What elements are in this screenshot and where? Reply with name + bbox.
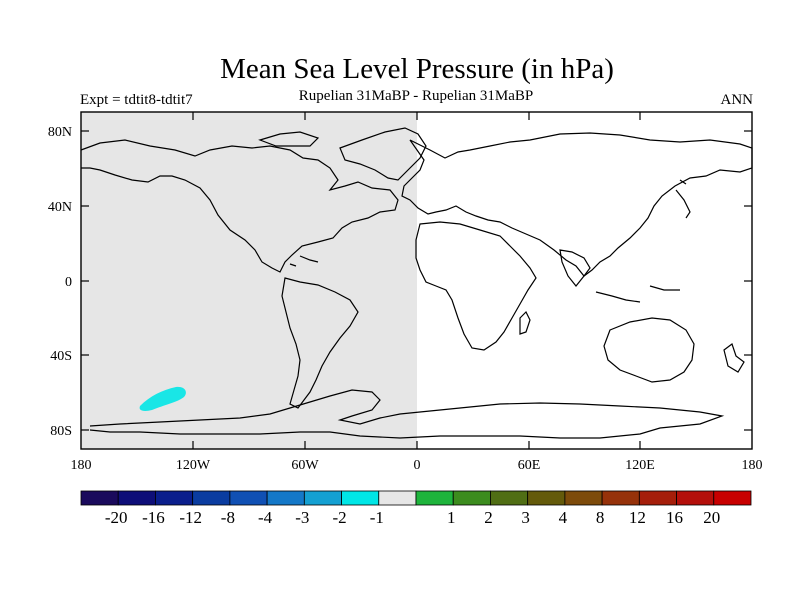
colorbar-box xyxy=(192,490,231,506)
lat-label-0: 0 xyxy=(65,275,72,290)
lat-label-80n: 80N xyxy=(48,125,72,140)
colorbar-box xyxy=(713,490,752,506)
colorbar-box xyxy=(378,490,417,506)
colorbar-label: -8 xyxy=(221,508,235,527)
colorbar-labels: -20 -16 -12 -8 -4 -3 -2 -1 1 2 3 4 8 12 16 20 xyxy=(105,508,720,527)
colorbar-box xyxy=(527,490,566,506)
colorbar-label: -16 xyxy=(142,508,165,527)
coast-new-zealand xyxy=(723,343,745,373)
lat-labels: 80N 40N 0 40S 80S xyxy=(48,125,72,439)
anomaly-patch xyxy=(139,386,186,411)
colorbar-label: -4 xyxy=(258,508,273,527)
colorbar-box xyxy=(80,490,119,506)
lat-label-40s: 40S xyxy=(50,349,72,364)
colorbar-label: 1 xyxy=(447,508,456,527)
colorbar-label: 12 xyxy=(629,508,646,527)
coast-south-america xyxy=(281,277,359,409)
colorbar-box xyxy=(490,490,529,506)
colorbar-label: -3 xyxy=(295,508,309,527)
coast-madagascar xyxy=(519,310,531,335)
colorbar-label: 8 xyxy=(596,508,605,527)
lon-label-60e: 60E xyxy=(518,458,541,473)
colorbar-box xyxy=(303,490,342,506)
colorbar-box xyxy=(638,490,677,506)
lat-tick-marks xyxy=(81,130,752,431)
colorbar-label: -20 xyxy=(105,508,128,527)
coast-australia xyxy=(603,317,695,383)
colorbar-box xyxy=(564,490,603,506)
colorbar-label: 16 xyxy=(666,508,683,527)
colorbar-box xyxy=(452,490,491,506)
neutral-shade-west xyxy=(81,112,417,449)
colorbar-box xyxy=(229,490,268,506)
colorbar-label: 20 xyxy=(703,508,720,527)
colorbar-label: 3 xyxy=(521,508,530,527)
coast-indonesia xyxy=(595,285,680,303)
coast-antarctica xyxy=(89,389,725,439)
colorbar-label: -1 xyxy=(370,508,384,527)
lat-label-40n: 40N xyxy=(48,200,72,215)
coast-eurasia xyxy=(401,132,753,277)
coast-arctic-islands xyxy=(258,131,320,147)
lon-label-180w: 180 xyxy=(71,458,92,473)
coast-japan xyxy=(675,179,691,219)
colorbar-box xyxy=(676,490,715,506)
lon-tick-marks xyxy=(192,112,641,449)
colorbar-label: 2 xyxy=(484,508,493,527)
colorbar-label: 4 xyxy=(559,508,568,527)
colorbar-label: -2 xyxy=(332,508,346,527)
colorbar-box xyxy=(266,490,305,506)
lon-label-60w: 60W xyxy=(291,458,319,473)
coast-greenland xyxy=(339,127,427,181)
colorbar-box xyxy=(155,490,194,506)
colorbar-box xyxy=(415,490,454,506)
lon-label-120e: 120E xyxy=(625,458,655,473)
coastlines xyxy=(80,127,753,439)
season-label: ANN xyxy=(720,92,754,108)
lat-label-80s: 80S xyxy=(50,424,72,439)
coast-africa xyxy=(415,221,537,351)
coast-india xyxy=(559,249,591,287)
colorbar-label: -12 xyxy=(179,508,202,527)
chart-title: Mean Sea Level Pressure (in hPa) xyxy=(220,53,614,85)
lon-label-0: 0 xyxy=(414,458,421,473)
lon-label-180e: 180 xyxy=(742,458,763,473)
coast-caribbean xyxy=(289,255,319,267)
lon-label-120w: 120W xyxy=(176,458,211,473)
coast-north-america xyxy=(80,139,399,273)
experiment-label: Expt = tdtit8-tdtit7 xyxy=(80,92,193,108)
colorbar xyxy=(80,490,752,506)
colorbar-box xyxy=(341,490,380,506)
lon-labels: 180 120W 60W 0 60E 120E 180 xyxy=(71,458,763,473)
colorbar-box xyxy=(601,490,640,506)
period-label: Rupelian 31MaBP - Rupelian 31MaBP xyxy=(298,88,534,104)
colorbar-box xyxy=(117,490,156,506)
